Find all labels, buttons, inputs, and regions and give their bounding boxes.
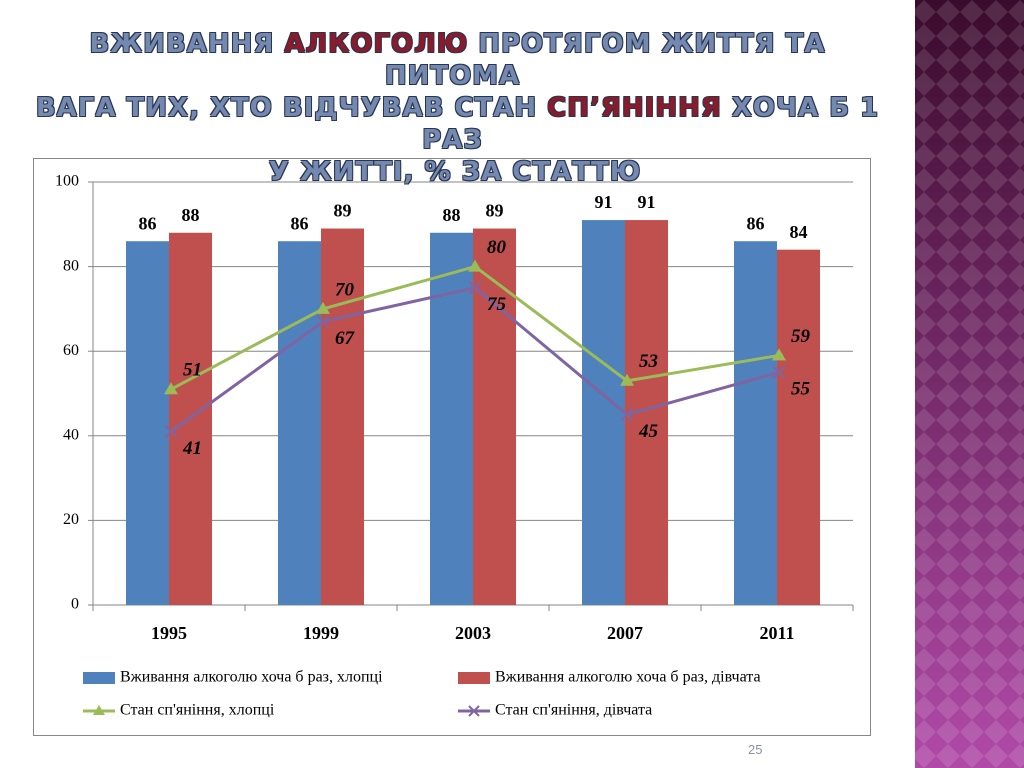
- bar: [126, 241, 169, 605]
- page-number: 25: [748, 742, 763, 757]
- marker: [772, 365, 786, 380]
- line-label: 45: [638, 421, 659, 442]
- y-tick-label: 20: [63, 511, 79, 528]
- bar: [278, 241, 321, 605]
- x-tick-label: 2007: [607, 623, 643, 643]
- title-run: ВЖИВАННЯ: [89, 29, 275, 59]
- legend-marker: [93, 705, 105, 715]
- line-label: 51: [183, 360, 202, 381]
- plot: 0 20 40 60 80 100 1995 1999 2003 2007 2011 86 86 88 91…: [55, 173, 854, 719]
- marker: [316, 314, 330, 329]
- title-run: У ЖИТТІ, % ЗА СТАТТЮ: [268, 157, 642, 187]
- y-tick-label: 40: [63, 426, 79, 443]
- line-label: 70: [335, 279, 355, 300]
- bar: [321, 228, 364, 605]
- title-line: ВАГА ТИХ, ХТО ВІДЧУВАВ СТАН СП’ЯНІННЯ ХОЧА…: [30, 92, 880, 156]
- legend-marker: [468, 705, 480, 717]
- bar: [473, 228, 516, 605]
- x-tick-label: 2011: [759, 623, 794, 643]
- slide-title: ВЖИВАННЯ АЛКОГОЛЮ ПРОТЯГОМ ЖИТТЯ ТА ПИТОМА…: [30, 28, 880, 188]
- line-label: 41: [182, 438, 202, 459]
- side-pattern: [915, 0, 1024, 768]
- title-run: ХОЧА Б 1 РАЗ: [422, 93, 880, 155]
- bar-label: 89: [334, 201, 352, 221]
- bar: [777, 249, 820, 605]
- x-tick-label: 1995: [151, 623, 187, 643]
- marker: [164, 424, 178, 439]
- marker: [620, 407, 634, 422]
- line-label: 80: [487, 237, 507, 258]
- legend-label: Стан сп'яніння, дівчата: [495, 702, 652, 719]
- bar-label: 91: [638, 192, 656, 212]
- x-tick-label: 2003: [455, 623, 491, 643]
- marker: [468, 259, 482, 272]
- line-label: 55: [791, 379, 811, 400]
- bar-label: 88: [443, 205, 461, 225]
- y-tick-label: 60: [63, 342, 79, 359]
- title-run: ВАГА ТИХ, ХТО ВІДЧУВАВ СТАН: [35, 93, 538, 123]
- title-run: АЛКОГОЛЮ: [284, 29, 469, 59]
- marker: [620, 373, 634, 386]
- bar-label: 86: [747, 213, 765, 233]
- line-label: 59: [791, 326, 811, 347]
- bar: [582, 220, 625, 605]
- title-run: СП’ЯНІННЯ: [547, 93, 722, 123]
- y-tick-label: 0: [71, 596, 79, 613]
- bar-label: 86: [291, 213, 309, 233]
- marker: [772, 348, 786, 361]
- legend-swatch: [458, 672, 490, 684]
- legend-swatch: [83, 672, 115, 684]
- title-line: У ЖИТТІ, % ЗА СТАТТЮ: [30, 156, 880, 188]
- legend-label: Вживання алкоголю хоча б раз, дівчата: [495, 669, 761, 686]
- y-tick-label: 100: [55, 173, 79, 190]
- line-label: 75: [487, 294, 507, 315]
- marker: [468, 281, 482, 295]
- bar: [734, 241, 777, 605]
- legend-label: Вживання алкоголю хоча б раз, хлопці: [120, 669, 383, 686]
- marker: [316, 301, 330, 314]
- bar-label: 86: [139, 213, 157, 233]
- title-line: ВЖИВАННЯ АЛКОГОЛЮ ПРОТЯГОМ ЖИТТЯ ТА ПИТОМА: [30, 28, 880, 92]
- title-run: ПРОТЯГОМ ЖИТТЯ ТА ПИТОМА: [384, 29, 826, 91]
- x-tick-label: 1999: [303, 623, 339, 643]
- marker: [164, 382, 178, 395]
- bar-label: 89: [486, 201, 504, 221]
- bar-label: 84: [790, 222, 808, 242]
- line-label: 67: [335, 328, 356, 349]
- y-tick-label: 80: [63, 257, 79, 274]
- bar-label: 91: [595, 192, 613, 212]
- legend-label: Стан сп'яніння, хлопці: [120, 702, 275, 719]
- line-label: 53: [639, 351, 658, 372]
- bar-label: 88: [182, 205, 200, 225]
